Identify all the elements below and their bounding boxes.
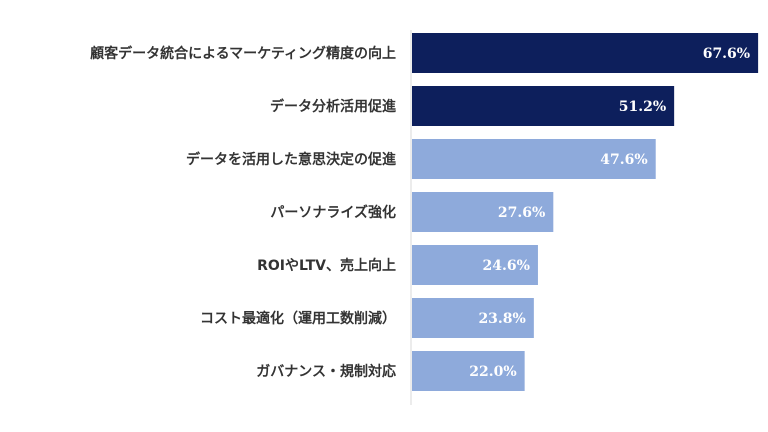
bar-0: [412, 33, 759, 73]
value-label-6: 22.0%: [469, 364, 516, 380]
value-label-5: 23.8%: [478, 311, 525, 327]
value-label-3: 27.6%: [498, 205, 545, 221]
bar-5: [412, 298, 534, 338]
category-label-5: コスト最適化（運用工数削減）: [200, 310, 396, 327]
category-label-6: ガバナンス・規制対応: [256, 363, 396, 380]
category-label-4: ROIやLTV、売上向上: [257, 257, 396, 274]
bar-1: [412, 86, 675, 126]
value-label-0: 67.6%: [703, 46, 750, 62]
value-labels-group: 67.6% 51.2% 47.6% 27.6% 24.6% 23.8% 22.0%: [469, 46, 750, 380]
value-label-4: 24.6%: [483, 258, 530, 274]
bar-4: [412, 245, 538, 285]
category-label-0: 顧客データ統合によるマーケティング精度の向上: [90, 45, 396, 62]
value-label-2: 47.6%: [600, 152, 647, 168]
category-label-3: パーソナライズ強化: [270, 204, 396, 221]
category-label-1: データ分析活用促進: [270, 98, 396, 115]
bar-2: [412, 139, 656, 179]
bars-group: [412, 33, 759, 391]
bar-3: [412, 192, 554, 232]
category-label-2: データを活用した意思決定の促進: [186, 151, 396, 168]
value-label-1: 51.2%: [619, 99, 666, 115]
bar-6: [412, 351, 525, 391]
category-labels-group: 顧客データ統合によるマーケティング精度の向上データ分析活用促進データを活用した意…: [90, 45, 396, 380]
